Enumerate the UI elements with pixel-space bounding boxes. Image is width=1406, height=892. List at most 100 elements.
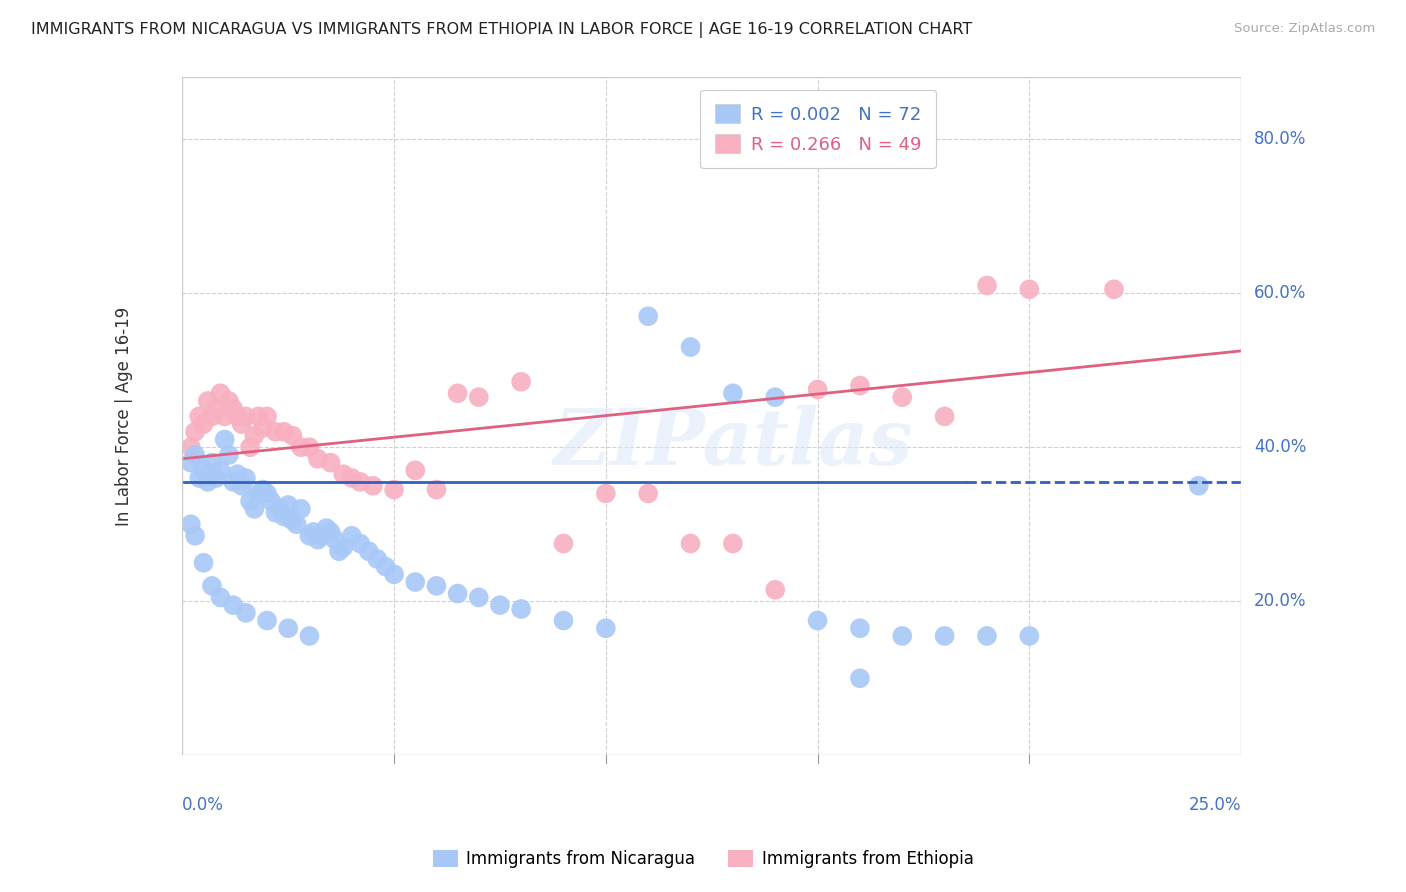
Point [425, 579, 447, 593]
Point [184, 448, 207, 462]
Point [366, 552, 388, 566]
Point [374, 559, 396, 574]
Point [281, 513, 304, 527]
Point [252, 421, 274, 435]
Point [553, 536, 575, 550]
Point [256, 486, 278, 500]
Point [184, 425, 207, 439]
Point [307, 451, 329, 466]
Point [307, 533, 329, 547]
Point [637, 486, 659, 500]
Text: 80.0%: 80.0% [1254, 130, 1306, 148]
Point [256, 614, 278, 628]
Point [349, 475, 371, 489]
Point [468, 591, 491, 605]
Point [357, 544, 380, 558]
Point [214, 409, 236, 424]
Point [319, 456, 342, 470]
Point [256, 409, 278, 424]
Point [637, 310, 659, 324]
Point [264, 425, 287, 439]
Point [1102, 282, 1125, 296]
Point [323, 533, 346, 547]
Point [934, 409, 956, 424]
Point [285, 517, 308, 532]
Point [277, 498, 299, 512]
Point [595, 621, 617, 635]
Point [806, 614, 828, 628]
Point [273, 509, 295, 524]
Point [180, 440, 202, 454]
Point [260, 494, 283, 508]
Point [281, 428, 304, 442]
Point [180, 456, 202, 470]
Point [849, 378, 872, 392]
Text: 0.0%: 0.0% [183, 796, 224, 814]
Point [193, 417, 215, 431]
Point [247, 409, 270, 424]
Point [382, 483, 405, 497]
Point [976, 629, 998, 643]
Point [290, 440, 312, 454]
Text: 20.0%: 20.0% [1254, 592, 1306, 610]
Point [404, 463, 426, 477]
Point [311, 529, 333, 543]
Text: ZIPatlas: ZIPatlas [553, 405, 912, 482]
Point [425, 483, 447, 497]
Point [201, 456, 224, 470]
Point [231, 479, 253, 493]
Point [273, 425, 295, 439]
Point [976, 278, 998, 293]
Point [806, 383, 828, 397]
Point [239, 440, 262, 454]
Point [934, 629, 956, 643]
Point [235, 606, 257, 620]
Point [188, 471, 211, 485]
Point [290, 501, 312, 516]
Legend: R = 0.002   N = 72, R = 0.266   N = 49: R = 0.002 N = 72, R = 0.266 N = 49 [700, 90, 935, 169]
Point [214, 433, 236, 447]
Point [1188, 479, 1211, 493]
Point [328, 544, 350, 558]
Point [193, 556, 215, 570]
Point [489, 598, 512, 612]
Point [763, 582, 786, 597]
Text: In Labor Force | Age 16-19: In Labor Force | Age 16-19 [115, 307, 134, 526]
Point [218, 394, 240, 409]
Point [332, 541, 354, 555]
Point [247, 486, 270, 500]
Point [1018, 282, 1040, 296]
Point [849, 621, 872, 635]
Point [222, 401, 245, 416]
Point [205, 401, 228, 416]
Point [193, 463, 215, 477]
Point [209, 386, 232, 401]
Point [298, 529, 321, 543]
Point [218, 448, 240, 462]
Point [252, 483, 274, 497]
Point [315, 521, 337, 535]
Point [1018, 629, 1040, 643]
Point [264, 506, 287, 520]
Point [197, 394, 219, 409]
Point [201, 409, 224, 424]
Point [679, 536, 702, 550]
Point [553, 614, 575, 628]
Text: Source: ZipAtlas.com: Source: ZipAtlas.com [1234, 22, 1375, 36]
Point [235, 471, 257, 485]
Text: 25.0%: 25.0% [1188, 796, 1241, 814]
Legend: Immigrants from Nicaragua, Immigrants from Ethiopia: Immigrants from Nicaragua, Immigrants fr… [426, 843, 980, 875]
Text: IMMIGRANTS FROM NICARAGUA VS IMMIGRANTS FROM ETHIOPIA IN LABOR FORCE | AGE 16-19: IMMIGRANTS FROM NICARAGUA VS IMMIGRANTS … [31, 22, 972, 38]
Point [226, 409, 249, 424]
Point [197, 475, 219, 489]
Point [510, 375, 533, 389]
Point [269, 501, 291, 516]
Text: 60.0%: 60.0% [1254, 285, 1306, 302]
Point [721, 386, 744, 401]
Point [201, 579, 224, 593]
Point [222, 475, 245, 489]
Point [404, 574, 426, 589]
Point [205, 471, 228, 485]
Point [180, 517, 202, 532]
Point [209, 463, 232, 477]
